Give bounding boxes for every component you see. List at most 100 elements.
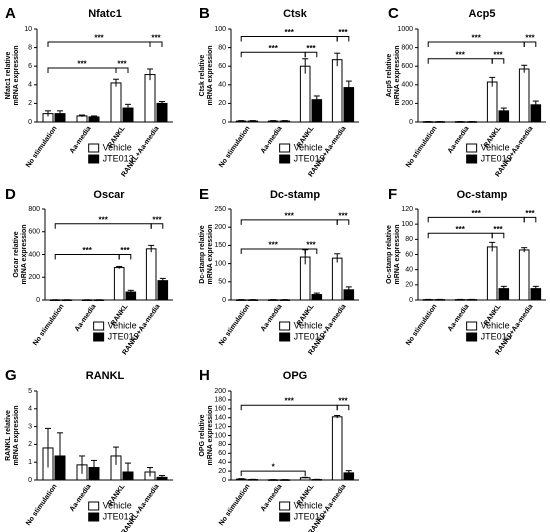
significance-label: *** [77,60,87,69]
legend-label: Vehicle [481,142,510,152]
y-tick-label: 100 [214,26,226,33]
legend-swatch [93,332,105,342]
legend-swatch [279,512,291,522]
y-tick-label: 60 [218,63,226,70]
y-tick-label: 60 [405,251,413,258]
y-tick-label: 40 [218,82,226,89]
significance-label: *** [99,215,109,224]
significance-label: *** [338,211,348,220]
y-tick-label: 40 [405,267,413,274]
significance-label: *** [338,28,348,37]
legend-label: JTE013 [481,153,512,163]
legend-label: Vehicle [481,320,510,330]
y-tick-label: 250 [214,206,226,213]
y-tick-label: 10 [24,26,32,33]
y-tick-label: 1 [28,459,32,466]
significance-label: *** [456,50,466,59]
significance-bracket [118,254,132,260]
bar-vehicle [331,257,343,301]
y-tick-label: 600 [401,63,413,70]
legend-swatch [279,332,291,342]
significance-bracket [491,232,505,239]
significance-label: *** [151,34,161,43]
significance-label: *** [493,50,503,59]
significance-bracket [427,232,493,239]
significance-label: *** [525,34,535,43]
significance-label: *** [338,397,348,406]
significance-bracket [240,219,338,225]
significance-bracket [240,404,338,411]
x-tick-label: No stimulation [25,125,59,169]
y-tick-label: 1000 [397,26,413,33]
legend-label: Vehicle [294,500,323,510]
y-tick-label: 120 [401,206,413,213]
legend-swatch [279,321,291,331]
significance-label: *** [285,397,295,406]
significance-label: *** [306,241,316,250]
panel-letter: A [5,5,16,22]
y-tick-label: 2 [28,441,32,448]
bar-jte013 [157,280,169,301]
panel-letter: F [388,186,397,203]
y-tick-label: 120 [214,423,226,430]
y-tick-label: 6 [28,63,32,70]
significance-bracket [47,41,151,48]
significance-label: *** [472,209,482,218]
legend-label: Vehicle [294,142,323,152]
chart-panel-g: G RANKL RANKL relative mRNA expression 0 1 2 3 4… [5,367,173,532]
y-tick-label: 100 [401,221,413,228]
y-tick-label: 160 [214,406,226,413]
significance-bracket [336,219,350,225]
panel-letter: E [199,186,209,203]
significance-label: *** [94,34,104,43]
y-tick-label: 200 [214,388,226,395]
significance-bracket [491,58,505,64]
y-tick-label: 20 [218,100,226,107]
y-tick-label: 50 [218,279,226,286]
significance-bracket [54,223,152,229]
y-tick-label: 600 [28,229,40,236]
legend-swatch [466,154,478,164]
y-tick-label: 800 [28,206,40,213]
significance-bracket [336,404,350,411]
significance-bracket [523,216,537,223]
significance-label: *** [285,28,295,37]
legend-swatch [466,321,478,331]
legend-label: JTE013 [294,153,325,163]
y-tick-label: 80 [218,441,226,448]
significance-bracket [240,51,306,58]
bar-vehicle [331,416,343,481]
y-tick-label: 60 [218,450,226,457]
y-tick-label: 140 [214,415,226,422]
legend-label: Vehicle [103,500,132,510]
chart-panel-b: B Ctsk Ctsk relative mRNA expression 0 20 40 60… [199,5,359,178]
y-tick-label: 0 [28,477,32,484]
y-tick-label: 0 [409,297,413,304]
x-tick-label: No stimulation [25,483,59,527]
legend-swatch [466,332,478,342]
y-axis-label: Nfatc1 relative [5,51,12,99]
significance-label: *** [83,246,93,255]
legend-label: Vehicle [108,320,137,330]
y-axis-label: mRNA expression [394,224,401,284]
y-tick-label: 400 [28,251,40,258]
x-tick-label: No stimulation [218,125,252,169]
bar-vehicle [518,249,530,301]
y-tick-label: 80 [405,236,413,243]
chart-panel-d: D Oscar Oscar relative mRNA expression 0 200 4… [5,186,173,356]
legend-swatch [279,154,291,164]
y-tick-label: 0 [36,297,40,304]
chart-panel-a: A Nfatc1 Nfatc1 relative mRNA expression 0 2 4… [5,5,173,178]
y-tick-label: 80 [218,44,226,51]
y-tick-label: 4 [28,406,32,413]
panel-letter: C [388,5,399,22]
legend-swatch [279,501,291,511]
panel-title: Ctsk [283,8,308,20]
legend-swatch [88,501,100,511]
significance-label: *** [117,60,127,69]
legend-label: Vehicle [294,320,323,330]
legend-swatch [88,512,100,522]
y-tick-label: 3 [28,423,32,430]
significance-bracket [47,67,117,74]
y-tick-label: 40 [218,459,226,466]
